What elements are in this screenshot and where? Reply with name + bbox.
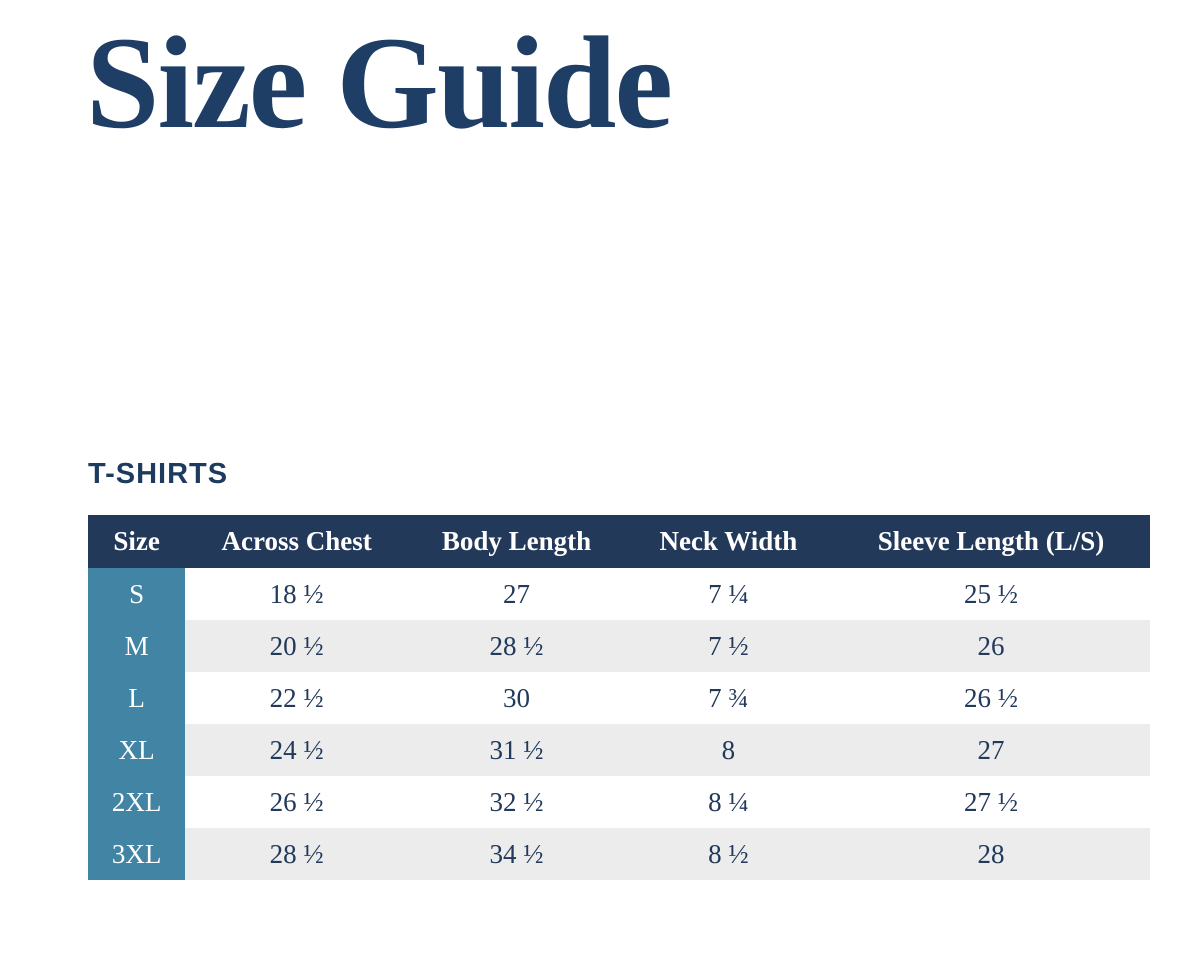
size-cell: M [88, 620, 186, 672]
neck-width-cell: 8 [624, 724, 832, 776]
sleeve-length-cell: 25 ½ [963, 578, 1018, 609]
size-cell: XL [88, 724, 186, 776]
sleeve-length-cell: 26 ½ [963, 682, 1018, 713]
body-length-cell: 32 ½ [489, 786, 544, 817]
body-length-cell: 27 [503, 578, 530, 609]
neck-width-cell: 7 ¾ [708, 682, 749, 713]
table-row-3xl: 3XL 28 ½ 34 ½ 8 ½ 28 [88, 828, 1150, 880]
page-title: Size Guide [86, 9, 673, 156]
neck-width-cell: 7 ½ [624, 620, 832, 672]
body-length-cell: 28 ½ [408, 620, 625, 672]
table-row-2xl: 2XL 26 ½ 32 ½ 8 ¼ 27 ½ [88, 776, 1150, 828]
column-header-neck-width: Neck Width [624, 515, 832, 568]
table-row-xl: XL 24 ½ 31 ½ 8 27 [88, 724, 1150, 776]
neck-width-cell: 7 ¼ [708, 578, 749, 609]
body-length-cell: 30 [503, 682, 530, 713]
size-cell: S [88, 568, 186, 620]
sleeve-length-cell: 28 [831, 828, 1150, 880]
section-label-tshirts: T-SHIRTS [88, 458, 229, 490]
body-length-cell: 31 ½ [408, 724, 625, 776]
sleeve-length-cell: 26 [831, 620, 1150, 672]
table-row-m: M 20 ½ 28 ½ 7 ½ 26 [88, 620, 1150, 672]
across-chest-cell: 26 ½ [269, 786, 324, 817]
neck-width-cell: 8 ¼ [708, 786, 749, 817]
size-cell: L [88, 672, 186, 724]
table-row-l: L 22 ½ 30 7 ¾ 26 ½ [88, 672, 1150, 724]
table-header-row: Size Across Chest Body Length Neck Width… [88, 515, 1150, 568]
neck-width-cell: 8 ½ [624, 828, 832, 880]
sleeve-length-cell: 27 ½ [963, 786, 1018, 817]
table-row-s: S 18 ½ 27 7 ¼ 25 ½ [88, 568, 1150, 620]
across-chest-cell: 20 ½ [185, 620, 409, 672]
column-header-sleeve-length: Sleeve Length (L/S) [831, 515, 1150, 568]
column-header-size: Size [88, 515, 186, 568]
body-length-cell: 34 ½ [408, 828, 625, 880]
across-chest-cell: 18 ½ [269, 578, 324, 609]
size-cell: 2XL [88, 776, 186, 828]
size-guide-table: Size Across Chest Body Length Neck Width… [88, 515, 1150, 880]
column-header-across-chest: Across Chest [185, 515, 409, 568]
across-chest-cell: 22 ½ [269, 682, 324, 713]
column-header-body-length: Body Length [408, 515, 625, 568]
sleeve-length-cell: 27 [831, 724, 1150, 776]
across-chest-cell: 24 ½ [185, 724, 409, 776]
size-cell: 3XL [88, 828, 186, 880]
across-chest-cell: 28 ½ [185, 828, 409, 880]
